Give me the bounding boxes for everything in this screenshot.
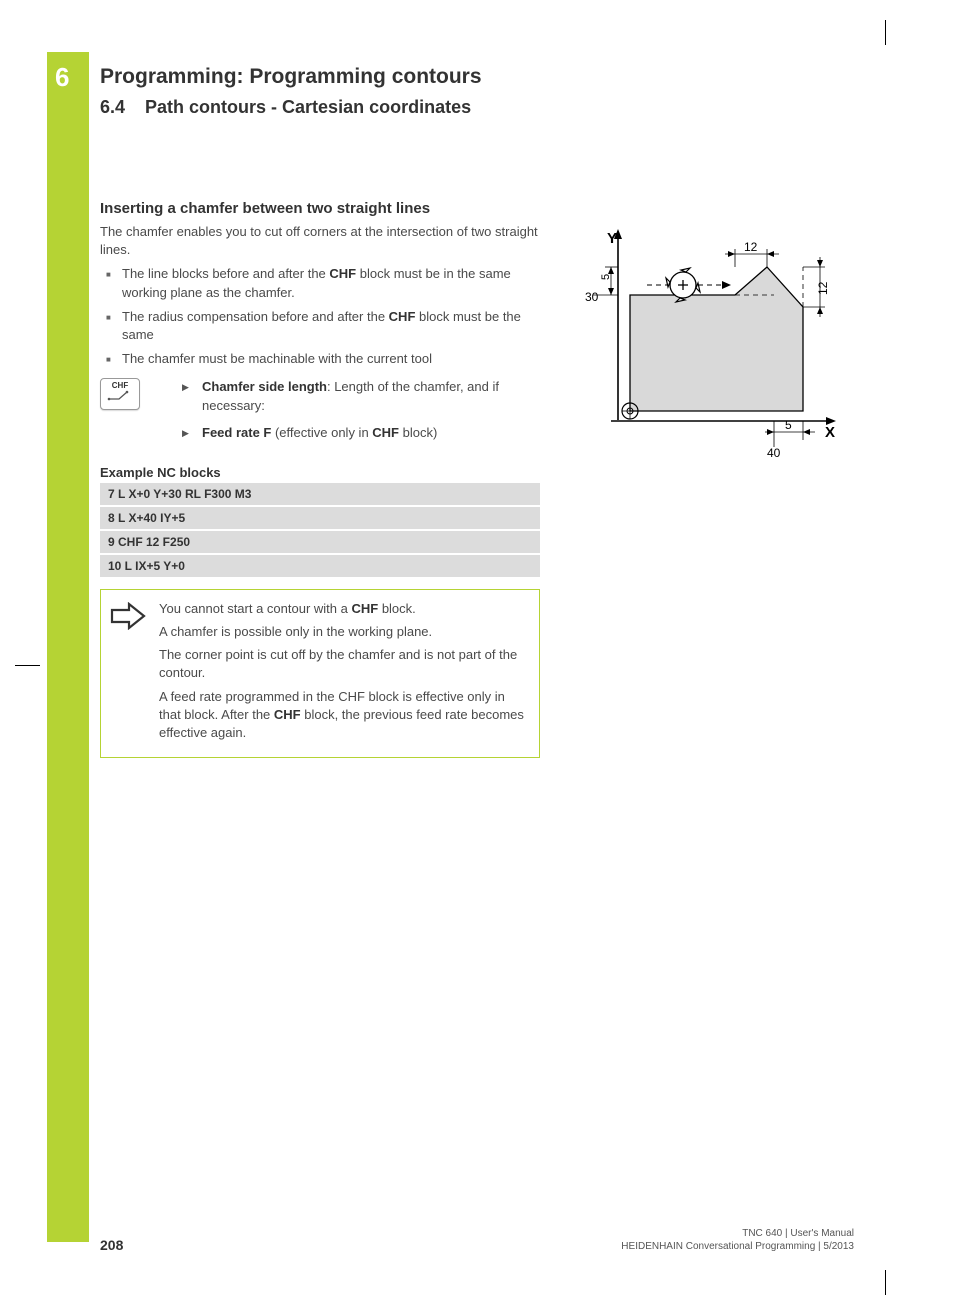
section-number: 6.4 xyxy=(100,97,125,117)
svg-text:X: X xyxy=(825,424,835,441)
chamfer-diagram: Y X 30 5 xyxy=(575,225,845,460)
chapter-title: Programming: Programming contours xyxy=(100,65,482,89)
list-item: Feed rate F (effective only in CHF block… xyxy=(182,424,540,443)
example-heading: Example NC blocks xyxy=(100,465,540,480)
requirements-list: The line blocks before and after the CHF… xyxy=(100,265,540,368)
table-row: 7 L X+0 Y+30 RL F300 M3 xyxy=(100,483,540,506)
note-paragraph: You cannot start a contour with a CHF bl… xyxy=(159,600,529,618)
table-row: 10 L IX+5 Y+0 xyxy=(100,554,540,578)
key-glyph xyxy=(101,390,139,405)
softkey-row: CHF Chamfer side length: Length of the c… xyxy=(100,378,540,451)
note-paragraph: A feed rate programmed in the CHF block … xyxy=(159,688,529,743)
note-arrow-icon xyxy=(109,600,159,747)
note-paragraph: A chamfer is possible only in the workin… xyxy=(159,623,529,641)
chf-key-icon: CHF xyxy=(100,378,140,410)
footer-info: TNC 640 | User's Manual HEIDENHAIN Conve… xyxy=(621,1227,854,1253)
section-heading: 6.4 Path contours - Cartesian coordinates xyxy=(100,97,471,118)
main-content: Inserting a chamfer between two straight… xyxy=(100,200,540,758)
page-number: 208 xyxy=(100,1237,123,1253)
note-paragraph: The corner point is cut off by the chamf… xyxy=(159,646,529,682)
svg-text:12: 12 xyxy=(816,281,830,295)
nc-block-table: 7 L X+0 Y+30 RL F300 M3 8 L X+40 IY+5 9 … xyxy=(100,483,540,579)
table-row: 8 L X+40 IY+5 xyxy=(100,506,540,530)
intro-paragraph: The chamfer enables you to cut off corne… xyxy=(100,223,540,259)
list-item: The line blocks before and after the CHF… xyxy=(100,265,540,301)
crop-mark xyxy=(885,1270,886,1295)
section-title: Path contours - Cartesian coordinates xyxy=(145,97,471,117)
note-text: You cannot start a contour with a CHF bl… xyxy=(159,600,529,747)
svg-text:Y: Y xyxy=(607,230,617,247)
subsection-heading: Inserting a chamfer between two straight… xyxy=(100,200,540,217)
list-item: The chamfer must be machinable with the … xyxy=(100,350,540,368)
chapter-tab xyxy=(47,52,89,1242)
footer-line: TNC 640 | User's Manual xyxy=(621,1227,854,1240)
parameter-list: Chamfer side length: Length of the chamf… xyxy=(182,378,540,451)
svg-text:30: 30 xyxy=(585,290,599,304)
key-label: CHF xyxy=(112,381,128,390)
footer-line: HEIDENHAIN Conversational Programming | … xyxy=(621,1240,854,1253)
list-item: Chamfer side length: Length of the chamf… xyxy=(182,378,540,416)
crop-mark xyxy=(885,20,886,45)
svg-text:5: 5 xyxy=(785,418,792,432)
svg-text:40: 40 xyxy=(767,446,781,460)
list-item: The radius compensation before and after… xyxy=(100,308,540,344)
note-box: You cannot start a contour with a CHF bl… xyxy=(100,589,540,758)
chapter-number: 6 xyxy=(55,62,69,93)
table-row: 9 CHF 12 F250 xyxy=(100,530,540,554)
svg-text:5: 5 xyxy=(600,274,612,280)
crop-mark xyxy=(15,665,40,666)
svg-text:12: 12 xyxy=(744,240,758,254)
